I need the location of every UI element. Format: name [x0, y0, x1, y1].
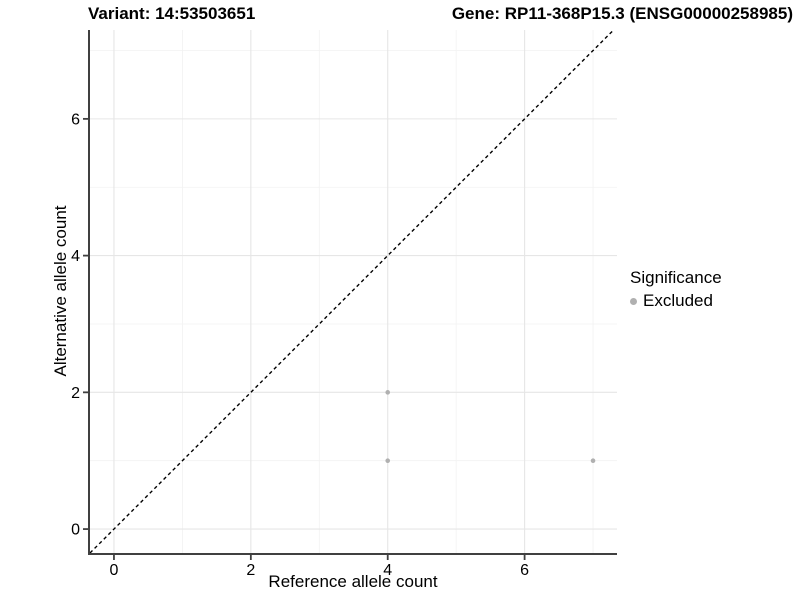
svg-text:2: 2 — [71, 385, 80, 402]
svg-text:4: 4 — [71, 248, 80, 265]
y-axis-label: Alternative allele count — [51, 205, 70, 377]
variant-title: Variant: 14:53503651 — [88, 4, 256, 23]
legend-item-label: Excluded — [643, 291, 713, 310]
x-axis-label: Reference allele count — [268, 572, 438, 591]
legend: Significance Excluded — [630, 268, 722, 311]
legend-point-icon — [630, 297, 637, 305]
svg-text:0: 0 — [71, 522, 80, 539]
gene-title: Gene: RP11-368P15.3 (ENSG00000258985) — [451, 4, 793, 23]
svg-text:6: 6 — [520, 562, 529, 579]
svg-text:0: 0 — [110, 562, 119, 579]
legend-title: Significance — [630, 268, 722, 287]
svg-text:4: 4 — [383, 562, 392, 579]
legend-item-excluded: Excluded — [630, 291, 722, 311]
svg-text:6: 6 — [71, 111, 80, 128]
svg-text:2: 2 — [246, 562, 255, 579]
